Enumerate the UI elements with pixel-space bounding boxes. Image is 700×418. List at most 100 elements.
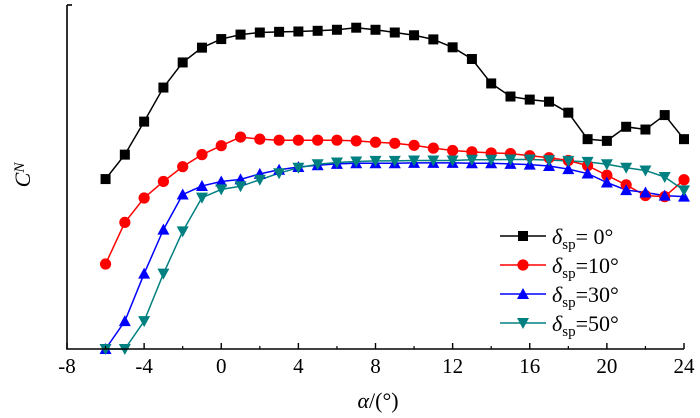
- series-3-point: [176, 226, 189, 238]
- series-3-point: [639, 165, 652, 177]
- series-2-point: [639, 186, 652, 198]
- legend-label-3: δsp=50°: [552, 311, 619, 340]
- series-0-point: [621, 121, 632, 132]
- series-0-point: [428, 34, 439, 45]
- x-tick-label: -8: [58, 354, 76, 378]
- series-3-point: [446, 155, 459, 167]
- series-0-point: [119, 149, 130, 160]
- legend-marker-3: [517, 318, 529, 329]
- series-3-point: [369, 155, 382, 167]
- legend-marker-2: [517, 288, 529, 299]
- series-3-point: [504, 154, 517, 166]
- series-3-point: [543, 155, 556, 167]
- series-3-point: [523, 154, 536, 166]
- series-3-point: [311, 159, 324, 171]
- series-2-point: [157, 223, 170, 235]
- x-tick-label: -4: [135, 354, 153, 378]
- x-axis-symbol: α: [357, 388, 369, 413]
- series-1-point: [254, 133, 266, 145]
- series-0-point: [447, 42, 458, 53]
- series-3-point: [465, 154, 478, 166]
- series-3-point: [253, 174, 266, 186]
- series-0-point: [235, 29, 246, 40]
- series-2-point: [215, 175, 228, 187]
- series-0-point: [293, 26, 304, 37]
- legend-label-2: δsp=30°: [552, 282, 619, 311]
- series-0-point: [196, 42, 207, 53]
- series-1-point: [292, 134, 304, 146]
- series-3-point: [388, 155, 401, 167]
- series-0-point: [679, 134, 689, 145]
- series-0-point: [331, 24, 342, 35]
- series-0-point: [389, 27, 400, 38]
- series-0-point: [409, 30, 420, 41]
- y-axis-subscript: N: [12, 162, 28, 174]
- series-3-point: [658, 172, 671, 183]
- series-1-point: [157, 175, 170, 188]
- legend: δsp= 0°δsp=10°δsp=30°δsp=50°: [500, 224, 619, 340]
- series-1-point: [273, 134, 285, 146]
- series-0-point: [100, 174, 111, 185]
- series-3-point: [485, 154, 498, 166]
- series-2-point: [581, 167, 594, 179]
- legend-label-0: δsp= 0°: [552, 224, 613, 253]
- legend-marker-1: [517, 259, 529, 271]
- y-axis-title: CN: [10, 162, 35, 188]
- series-3-point: [678, 185, 690, 197]
- x-tick-label: 20: [596, 354, 617, 378]
- x-tick-label: 16: [519, 354, 540, 378]
- plot-markers: [99, 22, 690, 355]
- series-0-point: [216, 34, 227, 45]
- series-1-point: [234, 131, 247, 143]
- series-1-point: [447, 144, 459, 157]
- series-3-point: [234, 181, 247, 193]
- series-0-point: [659, 110, 670, 121]
- series-1-point: [215, 140, 227, 152]
- series-1-point: [331, 134, 343, 146]
- series-3-point: [581, 156, 594, 168]
- series-0-point: [544, 96, 555, 107]
- series-0-point: [524, 94, 535, 105]
- series-3-point: [195, 192, 208, 204]
- y-axis-symbol: C: [10, 172, 35, 187]
- series-2-point: [600, 176, 613, 188]
- x-axis-unit: /(°): [369, 388, 399, 413]
- series-0-point: [177, 57, 188, 68]
- series-3-point: [138, 316, 151, 328]
- series-0-point: [640, 124, 651, 135]
- x-tick-label: 4: [293, 354, 304, 378]
- series-1-point: [389, 137, 401, 149]
- series-0-point: [312, 25, 323, 36]
- series-3-point: [408, 155, 421, 167]
- series-1-point: [312, 134, 324, 146]
- series-3-point: [620, 162, 633, 174]
- legend-marker-0: [518, 231, 528, 241]
- series-3-point: [157, 268, 170, 280]
- series-0-point: [254, 27, 265, 38]
- series-1-point: [177, 161, 189, 173]
- x-tick-label: 24: [674, 354, 696, 378]
- series-2-point: [138, 267, 151, 279]
- series-0-point: [370, 24, 381, 35]
- series-3-point: [427, 155, 440, 167]
- series-1-point: [138, 192, 150, 204]
- series-2-point: [562, 163, 575, 175]
- series-2-point: [620, 184, 633, 196]
- series-0-point: [563, 107, 574, 118]
- series-1-point: [99, 258, 112, 270]
- series-0-point: [486, 78, 497, 89]
- series-2-point: [195, 179, 208, 191]
- series-1-point: [350, 135, 362, 147]
- x-ticks: -8 -4 0 4 8 12 16 20 24: [58, 343, 695, 378]
- series-1-point: [119, 216, 131, 229]
- x-tick-label: 8: [370, 354, 381, 378]
- legend-label-1: δsp=10°: [552, 253, 619, 282]
- series-2-point: [118, 315, 131, 327]
- series-3-point: [350, 156, 363, 168]
- series-3-point: [330, 157, 343, 169]
- series-1-point: [369, 136, 382, 148]
- series-0-point: [351, 22, 362, 33]
- series-1-point: [427, 142, 439, 154]
- series-3-point: [562, 155, 575, 167]
- series-1-point: [466, 146, 478, 158]
